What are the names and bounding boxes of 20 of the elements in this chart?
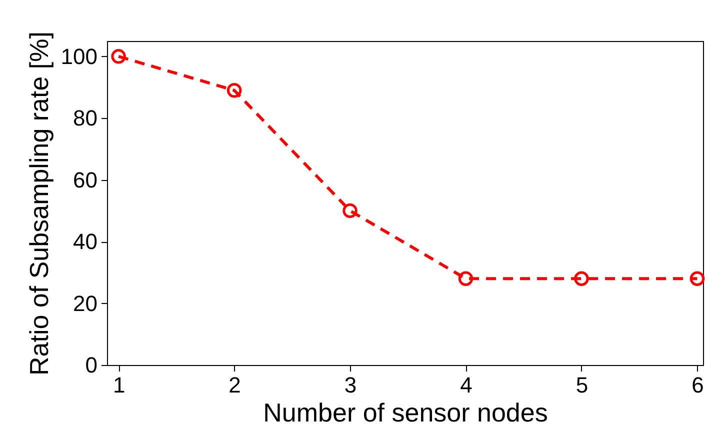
x-tick-label: 2 — [228, 372, 241, 398]
point — [226, 83, 242, 98]
point — [342, 203, 358, 218]
y-tick-label: 20 — [73, 290, 98, 316]
x-tick-label: 6 — [692, 372, 704, 398]
x-tick-label: 5 — [576, 372, 588, 398]
y-tick-label: 0 — [85, 352, 98, 378]
point — [690, 271, 705, 286]
point — [111, 49, 126, 64]
x-axis-title: Number of sensor nodes — [263, 398, 548, 428]
point — [574, 271, 589, 286]
y-tick-label: 100 — [60, 44, 98, 69]
y-tick-label: 60 — [73, 167, 98, 192]
y-tick-label: 40 — [73, 229, 98, 254]
y-tick-label: 80 — [73, 106, 98, 131]
x-tick-label: 3 — [344, 372, 357, 398]
point — [458, 271, 474, 286]
x-tick-label: 1 — [112, 372, 126, 398]
y-axis-title: Ratio of Subsampling rate [%] — [24, 32, 54, 376]
x-tick-label: 4 — [460, 372, 472, 398]
